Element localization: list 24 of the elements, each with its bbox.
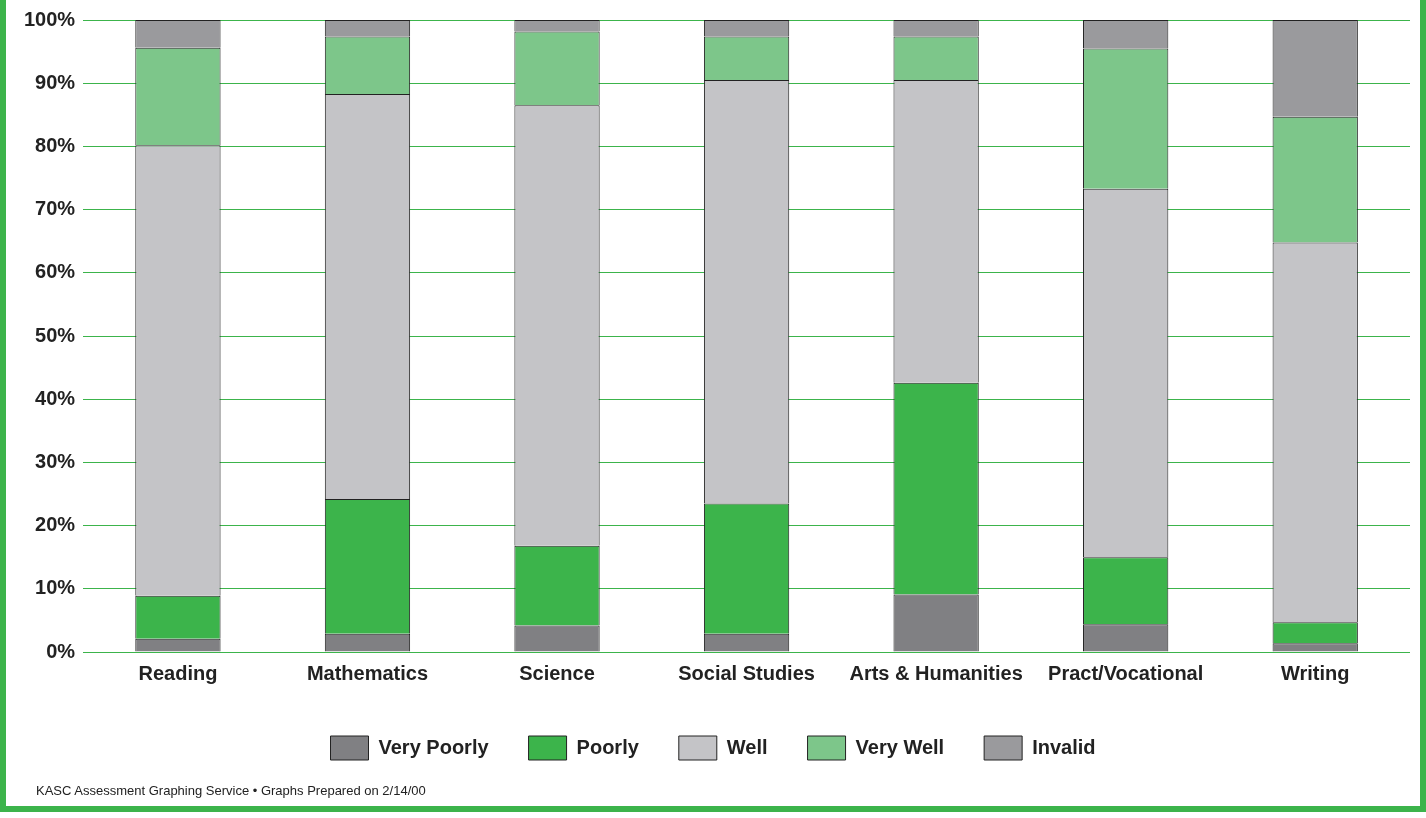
legend-label: Invalid xyxy=(1032,735,1096,758)
legend-label: Very Poorly xyxy=(378,735,490,758)
x-tick-label: Social Studies xyxy=(678,661,815,684)
y-tick-label: 100% xyxy=(24,7,76,30)
text: KASC Assessment Graphing Service • Graphs Prepared on 2/14/00 xyxy=(36,783,426,798)
y-tick-label: 90% xyxy=(35,70,76,93)
y-tick-label: 0% xyxy=(46,639,76,662)
x-tick-label: Science xyxy=(519,661,595,684)
x-tick-label: Reading xyxy=(138,661,218,684)
x-tick-label: Mathematics xyxy=(306,661,429,684)
y-tick-label: 10% xyxy=(35,576,76,599)
legend-label: Poorly xyxy=(576,735,640,758)
legend-label: Very Well xyxy=(855,735,945,758)
y-tick-label: 50% xyxy=(35,323,76,346)
x-tick-label: Pract/Vocational xyxy=(1048,661,1204,684)
x-tick-label: Arts & Humanities xyxy=(849,661,1023,684)
x-tick-label: Writing xyxy=(1280,661,1350,684)
y-tick-label: 80% xyxy=(35,133,76,156)
y-tick-label: 60% xyxy=(35,260,76,283)
y-tick-label: 40% xyxy=(35,386,76,409)
legend-label: Well xyxy=(726,735,768,758)
y-tick-label: 20% xyxy=(35,513,76,536)
y-tick-label: 30% xyxy=(35,449,76,472)
y-tick-label: 70% xyxy=(35,197,76,220)
